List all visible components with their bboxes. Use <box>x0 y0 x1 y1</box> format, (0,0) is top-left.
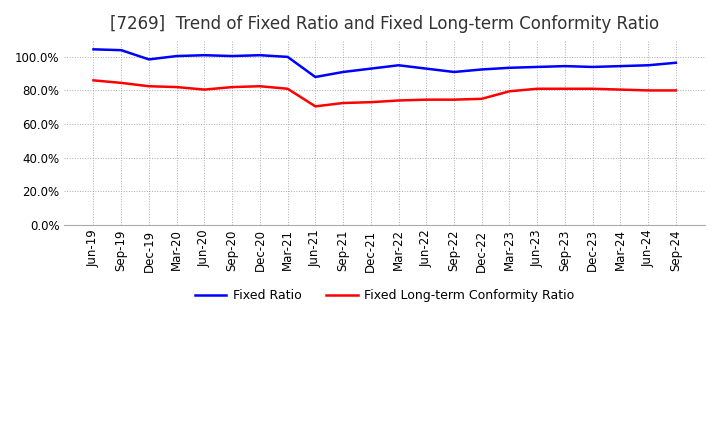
Fixed Ratio <box>200 52 209 58</box>
Fixed Ratio <box>477 67 486 72</box>
Fixed Ratio <box>533 64 541 70</box>
Fixed Long-term Conformity Ratio <box>395 98 403 103</box>
Fixed Ratio <box>145 57 153 62</box>
Fixed Long-term Conformity Ratio <box>422 97 431 102</box>
Fixed Long-term Conformity Ratio <box>616 87 625 92</box>
Fixed Long-term Conformity Ratio <box>477 96 486 102</box>
Fixed Ratio <box>228 53 236 59</box>
Fixed Ratio <box>172 53 181 59</box>
Fixed Long-term Conformity Ratio <box>145 84 153 89</box>
Fixed Ratio <box>561 63 570 69</box>
Fixed Long-term Conformity Ratio <box>311 104 320 109</box>
Fixed Long-term Conformity Ratio <box>228 84 236 90</box>
Line: Fixed Long-term Conformity Ratio: Fixed Long-term Conformity Ratio <box>94 81 676 106</box>
Fixed Long-term Conformity Ratio <box>644 88 652 93</box>
Fixed Ratio <box>616 63 625 69</box>
Line: Fixed Ratio: Fixed Ratio <box>94 49 676 77</box>
Fixed Long-term Conformity Ratio <box>533 86 541 92</box>
Fixed Long-term Conformity Ratio <box>200 87 209 92</box>
Fixed Long-term Conformity Ratio <box>505 88 514 94</box>
Fixed Long-term Conformity Ratio <box>561 86 570 92</box>
Fixed Long-term Conformity Ratio <box>450 97 459 102</box>
Fixed Ratio <box>395 62 403 68</box>
Fixed Long-term Conformity Ratio <box>588 86 597 92</box>
Fixed Ratio <box>256 52 264 58</box>
Legend: Fixed Ratio, Fixed Long-term Conformity Ratio: Fixed Ratio, Fixed Long-term Conformity … <box>190 284 579 307</box>
Fixed Ratio <box>339 70 348 75</box>
Fixed Long-term Conformity Ratio <box>89 78 98 83</box>
Fixed Long-term Conformity Ratio <box>366 99 375 105</box>
Fixed Ratio <box>117 48 125 53</box>
Fixed Long-term Conformity Ratio <box>339 100 348 106</box>
Fixed Ratio <box>450 70 459 75</box>
Fixed Ratio <box>366 66 375 71</box>
Fixed Ratio <box>672 60 680 66</box>
Fixed Ratio <box>422 66 431 71</box>
Fixed Ratio <box>89 47 98 52</box>
Fixed Long-term Conformity Ratio <box>172 84 181 90</box>
Fixed Ratio <box>588 64 597 70</box>
Fixed Ratio <box>283 54 292 59</box>
Title: [7269]  Trend of Fixed Ratio and Fixed Long-term Conformity Ratio: [7269] Trend of Fixed Ratio and Fixed Lo… <box>110 15 660 33</box>
Fixed Ratio <box>505 65 514 70</box>
Fixed Long-term Conformity Ratio <box>283 86 292 92</box>
Fixed Long-term Conformity Ratio <box>117 80 125 85</box>
Fixed Long-term Conformity Ratio <box>256 84 264 89</box>
Fixed Ratio <box>644 62 652 68</box>
Fixed Ratio <box>311 74 320 80</box>
Fixed Long-term Conformity Ratio <box>672 88 680 93</box>
